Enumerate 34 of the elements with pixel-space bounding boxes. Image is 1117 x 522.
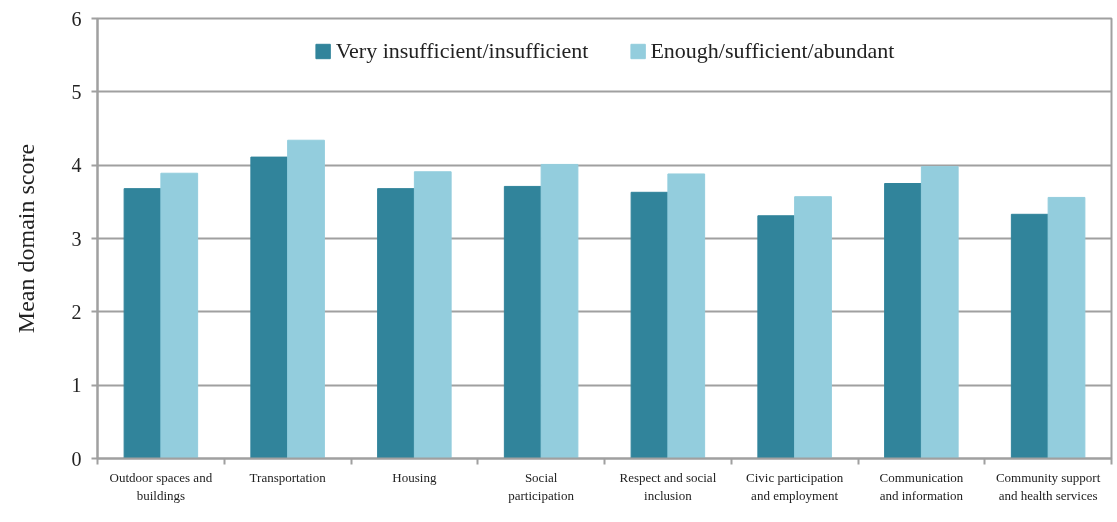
x-tick-label: Respect and social inclusion [619, 469, 717, 503]
bar [884, 183, 922, 459]
bar [920, 166, 959, 459]
y-tick-label: 1 [71, 374, 82, 397]
bar [377, 188, 415, 459]
y-tick-label: 5 [71, 80, 82, 103]
bar [1010, 213, 1049, 459]
bar [503, 185, 542, 459]
bar [630, 191, 669, 459]
x-tick-label: Civic participation and employment [746, 469, 844, 503]
bar [287, 139, 325, 459]
x-tick-label: Housing [392, 469, 437, 485]
bar [413, 171, 452, 459]
x-tick-label: Social participation [508, 469, 575, 503]
x-tick-label: Community support and health services [995, 469, 1101, 503]
y-tick-label: 3 [71, 227, 82, 250]
legend-label: Enough/sufficient/abundant [650, 38, 895, 64]
y-tick-label: 0 [71, 447, 82, 470]
bar [1047, 196, 1086, 459]
bar [540, 163, 579, 459]
bar [667, 173, 706, 459]
bar [250, 156, 289, 459]
bar [794, 196, 832, 459]
x-tick-label: Communication and information [879, 469, 964, 503]
bar [123, 188, 162, 459]
legend-label: Very insufficient/insufficient [335, 38, 589, 64]
x-tick-label: Transportation [249, 469, 327, 485]
y-tick-label: 2 [71, 300, 82, 323]
y-tick-label: 6 [71, 7, 82, 30]
bar [757, 215, 796, 459]
bar [160, 172, 199, 459]
y-axis-title: Mean domain score [12, 143, 39, 334]
y-tick-label: 4 [71, 154, 82, 177]
x-tick-label: Outdoor spaces and buildings [109, 469, 213, 503]
